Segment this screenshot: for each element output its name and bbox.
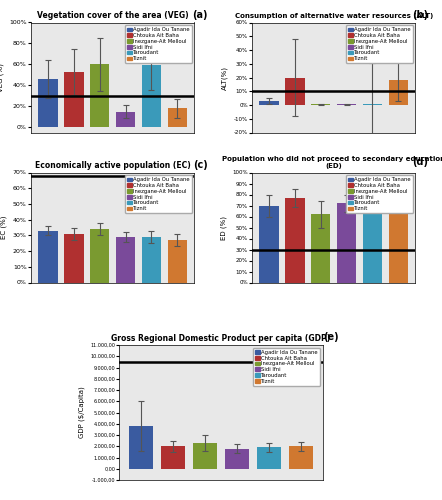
Bar: [363, 104, 382, 105]
Bar: [311, 214, 331, 282]
Bar: [90, 64, 110, 128]
Bar: [161, 446, 185, 469]
Bar: [38, 79, 58, 128]
Y-axis label: GDP ($/Capita): GDP ($/Capita): [78, 386, 85, 438]
Bar: [259, 101, 279, 105]
Bar: [389, 80, 408, 105]
Bar: [90, 229, 110, 282]
Bar: [116, 112, 135, 128]
Title: Gross Regional Domestic Product per capita (GDP): Gross Regional Domestic Product per capi…: [111, 334, 331, 343]
Bar: [168, 108, 187, 128]
Bar: [285, 198, 305, 282]
Bar: [193, 443, 217, 469]
Y-axis label: EC (%): EC (%): [1, 216, 8, 240]
Text: (b): (b): [412, 10, 429, 20]
Text: (c): (c): [193, 160, 208, 170]
Y-axis label: ED (%): ED (%): [220, 216, 227, 240]
Y-axis label: ALT(%): ALT(%): [221, 66, 228, 90]
Bar: [285, 78, 305, 105]
Text: (a): (a): [192, 10, 208, 20]
Bar: [142, 237, 161, 282]
Bar: [389, 204, 408, 282]
Legend: Agadir Ida Ou Tanane, Chtouka Ait Baha, Inezgane-Ait Melloul, Sidi Ifni, Tarouda: Agadir Ida Ou Tanane, Chtouka Ait Baha, …: [125, 175, 192, 214]
Bar: [225, 448, 249, 469]
Y-axis label: VEG (%): VEG (%): [0, 63, 4, 92]
Bar: [64, 234, 84, 282]
Bar: [142, 66, 161, 128]
Bar: [38, 230, 58, 282]
Bar: [363, 201, 382, 282]
Text: (e): (e): [323, 332, 339, 342]
Bar: [116, 237, 135, 282]
Bar: [337, 204, 356, 282]
Bar: [168, 240, 187, 282]
Bar: [337, 104, 356, 105]
Legend: Agadir Ida Ou Tanane, Chtouka Ait Baha, Inezgane-Ait Melloul, Sidi Ifni, Tarouda: Agadir Ida Ou Tanane, Chtouka Ait Baha, …: [125, 25, 192, 64]
Title: Economically active population (EC): Economically active population (EC): [35, 162, 191, 170]
Bar: [290, 446, 313, 469]
Legend: Agadir Ida Ou Tanane, Chtouka Ait Baha, Inezgane-Ait Melloul, Sidi Ifni, Tarouda: Agadir Ida Ou Tanane, Chtouka Ait Baha, …: [346, 175, 413, 214]
Legend: Agadir Ida Ou Tanane, Chtouka Ait Baha, Inezgane-Ait Melloul, Sidi Ifni, Tarouda: Agadir Ida Ou Tanane, Chtouka Ait Baha, …: [253, 348, 320, 386]
Text: (d): (d): [412, 157, 429, 167]
Bar: [259, 206, 279, 282]
Bar: [257, 448, 281, 469]
Title: Vegetation cover of the area (VEG): Vegetation cover of the area (VEG): [37, 12, 189, 20]
Bar: [129, 426, 152, 469]
Bar: [64, 72, 84, 128]
Legend: Agadir Ida Ou Tanane, Chtouka Ait Baha, Inezgane-Ait Melloul, Sidi Ifni, Tarouda: Agadir Ida Ou Tanane, Chtouka Ait Baha, …: [346, 25, 413, 64]
Bar: [311, 104, 331, 105]
Title: Consumption of alternative water resources (ALT): Consumption of alternative water resourc…: [235, 14, 433, 20]
Title: Population who did not proceed to secondary education
(ED): Population who did not proceed to second…: [222, 156, 442, 170]
